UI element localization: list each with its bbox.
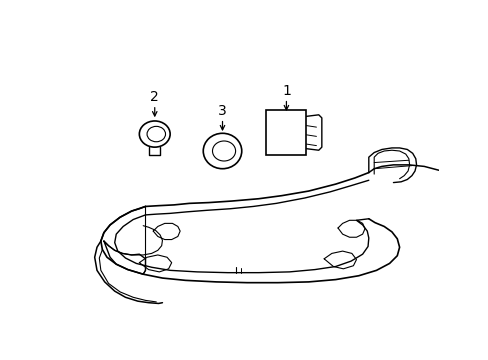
Bar (266, 110, 306, 155)
Text: 2: 2 (150, 90, 159, 104)
Ellipse shape (212, 141, 235, 161)
Text: 1: 1 (282, 84, 290, 98)
Text: 3: 3 (218, 104, 226, 118)
Ellipse shape (147, 126, 165, 142)
Ellipse shape (203, 133, 241, 169)
Ellipse shape (139, 121, 170, 147)
